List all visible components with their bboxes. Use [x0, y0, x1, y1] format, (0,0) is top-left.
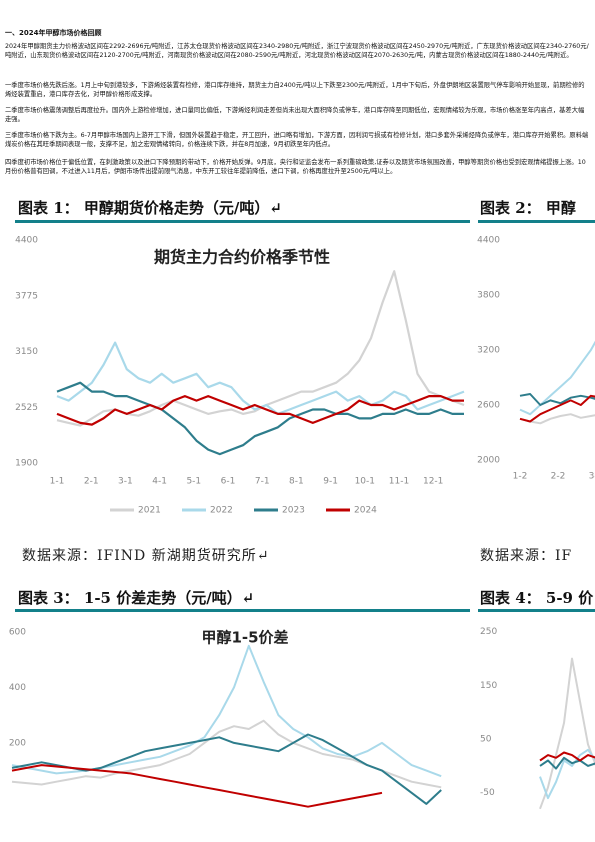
x-tick-label: 11-1 — [389, 477, 409, 487]
y-tick-label: 600 — [9, 627, 26, 637]
series-line — [11, 719, 442, 789]
x-tick-label: 1-1 — [50, 477, 65, 487]
y-tick-label: 4400 — [15, 236, 38, 246]
chart-title: 甲醇1-5价差 — [201, 629, 288, 647]
x-tick-label: 7-1 — [255, 477, 270, 487]
y-tick-label: 250 — [480, 627, 497, 637]
x-tick-label: 1-2 — [513, 472, 528, 482]
series-line — [56, 395, 464, 426]
paragraph: 三季度市场价格下跌为主。6-7月甲醇市场国内上游开工下滑，但国外装置趋于稳定，开… — [5, 132, 589, 148]
series-line — [11, 733, 442, 805]
x-tick-label: 3-1 — [118, 477, 133, 487]
legend-label: 2021 — [138, 506, 161, 516]
x-tick-label: 6-1 — [221, 477, 236, 487]
series-line — [519, 393, 595, 406]
y-tick-label: 3775 — [15, 291, 38, 301]
series-line — [11, 764, 383, 808]
y-tick-label: 3150 — [15, 347, 38, 357]
x-tick-label: 2-2 — [551, 472, 566, 482]
legend-label: 2024 — [354, 506, 377, 516]
x-tick-label: 4-1 — [152, 477, 167, 487]
paragraph: 四季度初市场价格位于偏低位置，在刺激政策以及进口下降预期的带动下，价格开始反弹。… — [5, 159, 586, 175]
series-line — [539, 657, 595, 810]
figure-caption: 图表 4： 5-9 价 — [480, 589, 594, 607]
series-line — [56, 341, 465, 415]
source-note: 数据来源：IFIND 新湖期货研究所↵ — [22, 548, 270, 564]
y-tick-label: 150 — [480, 681, 497, 691]
x-tick-label: 5-1 — [186, 477, 201, 487]
series-line — [56, 381, 464, 456]
figure-caption: 图表 3： 1-5 价差走势（元/吨）↵ — [18, 589, 255, 607]
x-tick-label: 12-1 — [423, 477, 443, 487]
y-tick-label: 4400 — [477, 236, 500, 246]
series-line — [519, 394, 595, 423]
heading: 一、2024年甲醇市场价格回顾 — [5, 29, 102, 37]
caption-rule — [15, 220, 470, 223]
paragraph: 2024年甲醇期货主力价格波动区间在2292-2696元/吨附近，江苏太仓现货价… — [5, 43, 589, 59]
y-tick-label: 1900 — [15, 459, 38, 469]
figure-caption: 图表 1： 甲醇期货价格走势（元/吨）↵ — [18, 199, 282, 217]
y-tick-label: 2600 — [477, 401, 500, 411]
caption-rule — [478, 609, 595, 612]
y-tick-label: 400 — [9, 683, 26, 693]
series-line — [539, 751, 595, 762]
x-tick-label: 8-1 — [289, 477, 304, 487]
series-line — [519, 413, 595, 425]
y-tick-label: 2525 — [15, 403, 38, 413]
y-tick-label: -50 — [480, 788, 495, 798]
figure-caption: 图表 2： 甲醇 — [480, 199, 576, 217]
paragraph: 一季度市场价格先跌后涨。1月上中旬到港较多，下游烯烃装置有检修，港口库存维持，期… — [5, 82, 585, 98]
series-line — [539, 756, 595, 770]
y-tick-label: 50 — [480, 735, 492, 745]
x-tick-label: 9-1 — [323, 477, 338, 487]
series-line — [11, 644, 442, 778]
caption-rule — [15, 609, 470, 612]
y-tick-label: 200 — [9, 738, 26, 748]
series-line — [539, 748, 595, 800]
chart-title: 期货主力合约价格季节性 — [154, 248, 330, 267]
series-line — [519, 340, 595, 416]
source-note: 数据来源：IF — [480, 548, 573, 564]
y-tick-label: 3800 — [477, 291, 500, 301]
x-tick-label: 3-2 — [589, 472, 595, 482]
legend-label: 2023 — [282, 506, 305, 516]
y-tick-label: 2000 — [477, 456, 500, 466]
paragraph: 二季度市场价格震荡调整后再度拉升。国内外上游检修增加，进口量同比偏低，下游烯烃利… — [5, 107, 585, 123]
caption-rule — [478, 220, 595, 223]
x-tick-label: 2-1 — [84, 477, 99, 487]
y-tick-label: 3200 — [477, 346, 500, 356]
x-tick-label: 10-1 — [355, 477, 375, 487]
legend-label: 2022 — [210, 506, 233, 516]
